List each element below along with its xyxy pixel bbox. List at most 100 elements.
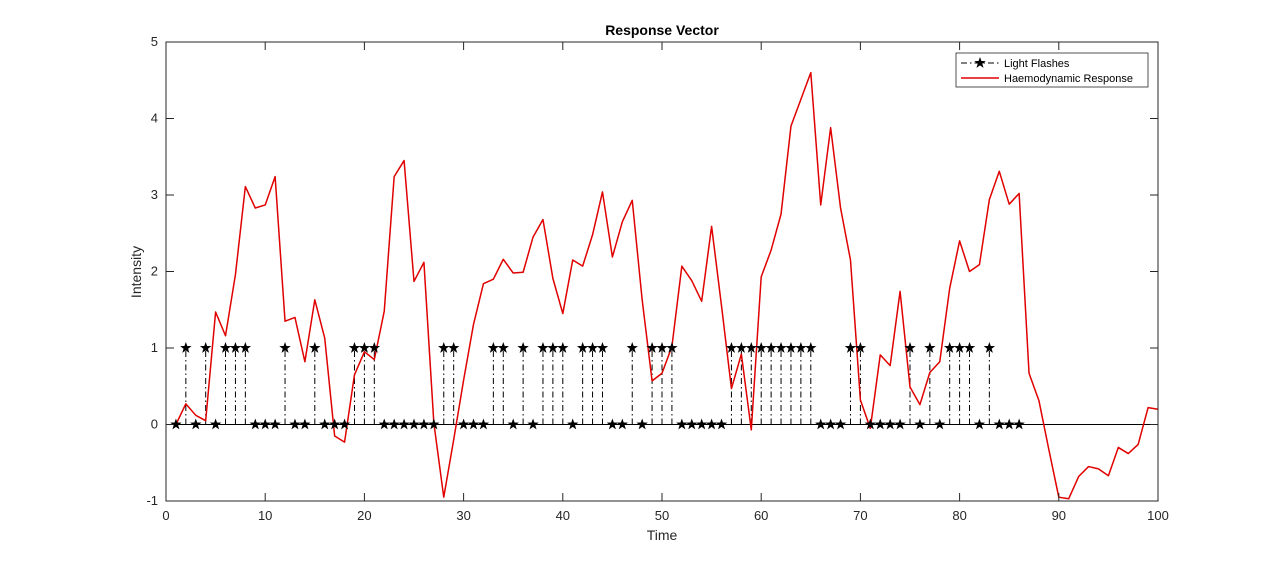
light-flash-star-marker — [279, 342, 291, 353]
light-flash-star-marker — [705, 418, 718, 430]
light-flash-star-marker — [775, 342, 787, 353]
light-flash-star-marker — [864, 418, 877, 430]
light-flash-star-marker — [487, 342, 500, 353]
light-flash-star-marker — [527, 418, 539, 430]
light-flash-star-marker — [765, 342, 777, 353]
light-flash-star-marker — [567, 418, 579, 430]
light-flash-star-marker — [418, 418, 430, 430]
x-tick-label: 10 — [258, 508, 272, 523]
light-flash-star-marker — [328, 418, 341, 430]
light-flash-star-marker — [676, 418, 688, 430]
light-flash-star-marker — [289, 418, 301, 430]
y-axis-label: Intensity — [128, 246, 144, 298]
light-flash-star-marker — [309, 342, 321, 353]
y-tick-label: 2 — [151, 264, 158, 279]
light-flash-star-marker — [725, 342, 738, 353]
light-flash-star-marker — [963, 342, 976, 353]
light-flash-star-marker — [606, 418, 619, 430]
light-flash-star-marker — [576, 342, 589, 353]
plot-area — [166, 42, 1158, 501]
legend-haemodynamic-label: Haemodynamic Response — [1004, 73, 1133, 85]
light-flash-star-marker — [735, 342, 748, 353]
x-tick-label: 20 — [357, 508, 371, 523]
y-tick-label: 3 — [151, 187, 158, 202]
light-flash-star-marker — [368, 342, 381, 353]
x-tick-label: 90 — [1052, 508, 1066, 523]
light-flash-star-marker — [170, 418, 182, 430]
legend-light-flashes-label: Light Flashes — [1004, 58, 1070, 70]
light-flash-star-marker — [209, 418, 222, 430]
light-flash-star-marker — [815, 418, 827, 430]
x-tick-label: 70 — [853, 508, 867, 523]
legend: Light Flashes Haemodynamic Response — [955, 52, 1149, 88]
light-flash-star-marker — [894, 418, 906, 430]
light-flash-star-marker — [953, 342, 966, 353]
light-flash-star-marker — [378, 418, 390, 430]
light-flash-star-marker — [408, 418, 420, 430]
light-flash-star-marker — [626, 342, 638, 353]
light-flash-star-marker — [190, 418, 202, 430]
light-flash-star-marker — [547, 342, 559, 353]
light-flash-star-marker — [239, 342, 252, 353]
light-flash-star-marker — [745, 342, 757, 353]
light-flash-star-marker — [924, 342, 936, 353]
light-flash-star-marker — [904, 342, 916, 353]
light-flash-star-marker — [934, 418, 946, 430]
light-flash-star-marker — [180, 342, 192, 353]
x-tick-label: 50 — [655, 508, 669, 523]
light-flash-star-marker — [914, 418, 926, 430]
light-flash-star-marker — [1013, 418, 1025, 430]
x-tick-label: 40 — [556, 508, 570, 523]
light-flash-star-marker — [755, 342, 767, 353]
light-flash-star-marker — [983, 342, 996, 353]
light-flash-star-marker — [319, 418, 331, 430]
light-flash-star-marker — [428, 418, 440, 430]
light-flash-star-marker — [229, 342, 242, 353]
chart-title: Response Vector — [605, 22, 719, 38]
light-flash-star-marker — [993, 418, 1005, 430]
light-flash-star-marker — [666, 342, 678, 353]
x-tick-label: 100 — [1147, 508, 1169, 523]
light-flash-star-marker — [338, 418, 351, 430]
y-tick-label: 0 — [151, 417, 158, 432]
light-flash-star-marker — [616, 418, 629, 430]
light-flash-star-marker — [497, 342, 509, 353]
light-flash-star-marker — [596, 342, 609, 353]
light-flash-star-marker — [636, 418, 648, 430]
y-tick-label: 4 — [151, 111, 158, 126]
light-flash-star-marker — [1003, 418, 1015, 430]
light-flash-star-marker — [715, 418, 728, 430]
light-flash-star-marker — [507, 418, 519, 430]
x-tick-label: 80 — [952, 508, 966, 523]
light-flash-star-marker — [537, 342, 549, 353]
light-flash-star-marker — [646, 342, 658, 353]
light-flash-star-marker — [805, 342, 817, 353]
haemodynamic-response-line — [175, 71, 1159, 500]
light-flash-star-marker — [557, 342, 569, 353]
light-flash-star-marker — [695, 418, 708, 430]
light-flash-star-marker — [249, 418, 261, 430]
light-flash-star-marker — [586, 342, 599, 353]
light-flash-star-marker — [795, 342, 807, 353]
light-flash-star-marker — [854, 342, 867, 353]
y-tick-label: 5 — [151, 34, 158, 49]
light-flash-star-marker — [686, 418, 698, 430]
light-flash-star-marker — [348, 342, 361, 353]
x-tick-label: 30 — [456, 508, 470, 523]
light-flash-star-marker — [219, 342, 232, 353]
light-flash-star-marker — [943, 342, 956, 353]
light-flash-star-marker — [884, 418, 896, 430]
light-flash-star-marker — [656, 342, 668, 353]
light-flash-star-marker — [973, 418, 986, 430]
light-flash-star-marker — [467, 418, 480, 430]
legend-light-flashes-star-icon — [974, 57, 986, 68]
light-flash-star-marker — [457, 418, 470, 430]
x-tick-label: 0 — [162, 508, 169, 523]
y-tick-label: -1 — [146, 493, 158, 508]
light-flash-star-marker — [388, 418, 400, 430]
x-tick-label: 60 — [754, 508, 768, 523]
light-flash-star-marker — [517, 342, 529, 353]
light-flash-star-marker — [874, 418, 886, 430]
x-axis-label: Time — [647, 527, 678, 543]
